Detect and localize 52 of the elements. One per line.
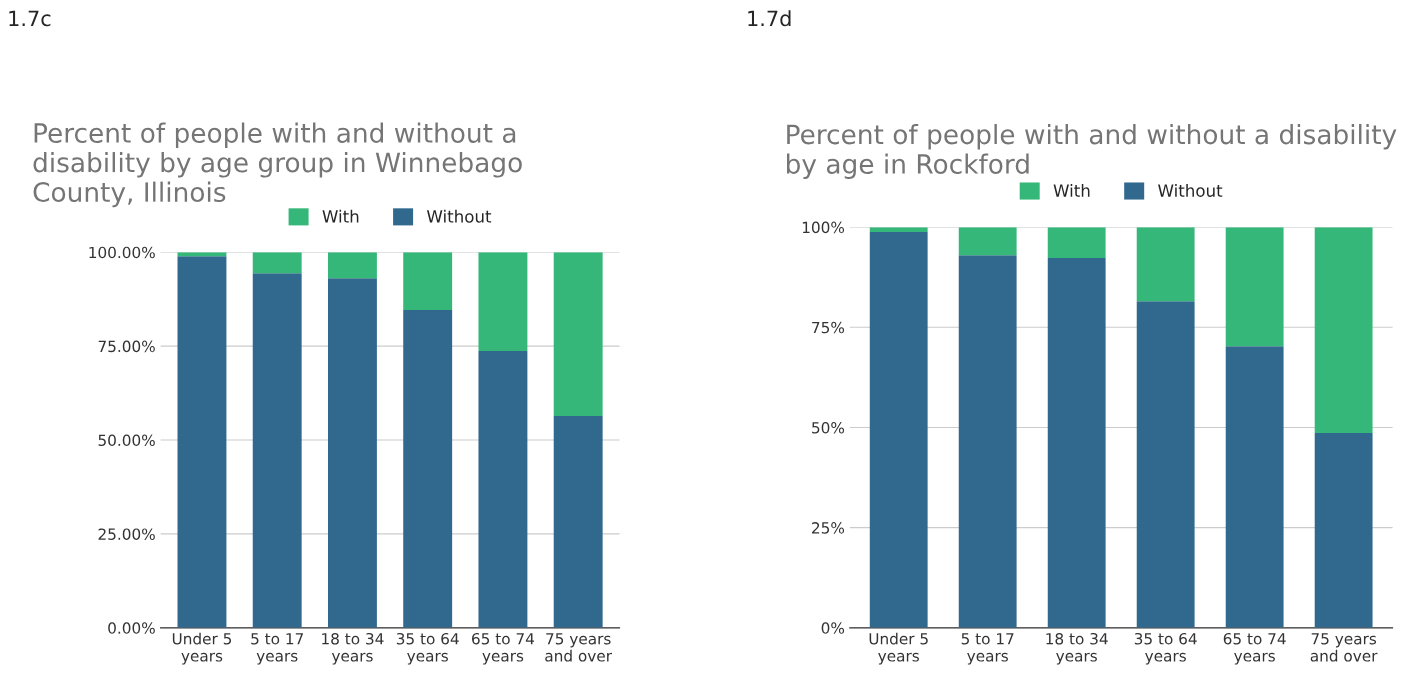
x-tick-label: 35 to 64 years: [1134, 632, 1197, 665]
legend-label: With: [1053, 183, 1090, 197]
bar: [177, 256, 227, 628]
bar: [1047, 257, 1106, 628]
x-tick-label: 75 years and over: [545, 633, 612, 662]
bar: [1136, 301, 1195, 628]
bar: [252, 252, 302, 274]
bar: [478, 252, 528, 351]
bar: [958, 227, 1017, 256]
bar: [327, 278, 377, 628]
bar: [403, 310, 453, 628]
y-tick-label: 50%: [812, 421, 845, 434]
chart-title: Percent of people with and without a disability by age in Rockford: [787, 123, 1397, 180]
x-tick-label: Under 5 years: [172, 632, 232, 665]
bar: [1225, 346, 1284, 628]
bar: [1314, 227, 1373, 434]
x-tick-label: 18 to 34 years: [1046, 632, 1108, 665]
y-tick-label: 75%: [812, 321, 845, 334]
x-tick-label: 65 to 74 years: [1223, 632, 1286, 665]
bar: [1136, 227, 1195, 302]
y-tick-label: 0%: [821, 622, 845, 634]
bar: [553, 252, 603, 416]
y-tick-label: 100.00%: [89, 246, 155, 259]
y-tick-label: 25.00%: [98, 528, 155, 540]
bar: [478, 351, 528, 628]
bar: [958, 255, 1017, 628]
bar: [1047, 227, 1106, 258]
text: 1.7d: [748, 10, 791, 27]
x-tick-label: 5 to 17 years: [251, 633, 303, 665]
y-tick-label: 100%: [802, 221, 845, 234]
bar: [1225, 227, 1284, 347]
legend-label: With: [322, 209, 359, 223]
bar: [1314, 433, 1373, 628]
bar: [403, 252, 453, 311]
y-tick-label: 50.00%: [98, 434, 155, 447]
bar: [252, 273, 302, 628]
bar: [553, 415, 603, 628]
x-tick-label: 18 to 34 years: [322, 632, 384, 665]
y-tick-label: 0.00%: [108, 622, 155, 634]
x-tick-label: Under 5 years: [869, 632, 928, 665]
x-tick-label: 65 to 74 years: [472, 632, 535, 665]
legend-label: Without: [426, 209, 492, 223]
x-tick-label: 75 years and over: [1310, 633, 1378, 662]
chart-title: Percent of people with and without a disability by age group in Winnebago County, Illinois: [33, 122, 522, 208]
bar: [327, 252, 377, 279]
text: 1.7c: [9, 10, 51, 27]
x-tick-label: 5 to 17 years: [961, 633, 1014, 665]
y-tick-label: 25%: [812, 522, 845, 534]
legend-label: Without: [1158, 183, 1223, 197]
x-tick-label: 35 to 64 years: [396, 632, 459, 665]
bar: [869, 231, 928, 628]
y-tick-label: 75.00%: [98, 340, 155, 353]
